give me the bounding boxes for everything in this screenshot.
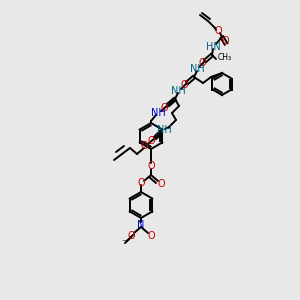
Text: O: O	[157, 179, 165, 189]
Text: O: O	[137, 178, 145, 188]
Text: NH: NH	[190, 64, 204, 74]
Text: O: O	[221, 36, 229, 46]
Text: O: O	[214, 26, 222, 36]
Text: O: O	[127, 231, 135, 241]
Text: NH: NH	[171, 86, 185, 96]
Text: HN: HN	[206, 42, 220, 52]
Text: NH: NH	[157, 125, 171, 135]
Text: O: O	[160, 103, 168, 113]
Text: CH₃: CH₃	[218, 53, 232, 62]
Text: O: O	[198, 58, 206, 68]
Text: O: O	[147, 231, 155, 241]
Text: O: O	[147, 161, 155, 171]
Text: O: O	[180, 80, 188, 90]
Text: O: O	[147, 136, 155, 146]
Text: ⁻: ⁻	[121, 238, 127, 248]
Text: N: N	[137, 220, 145, 230]
Text: O: O	[140, 141, 148, 151]
Text: NH: NH	[151, 108, 165, 118]
